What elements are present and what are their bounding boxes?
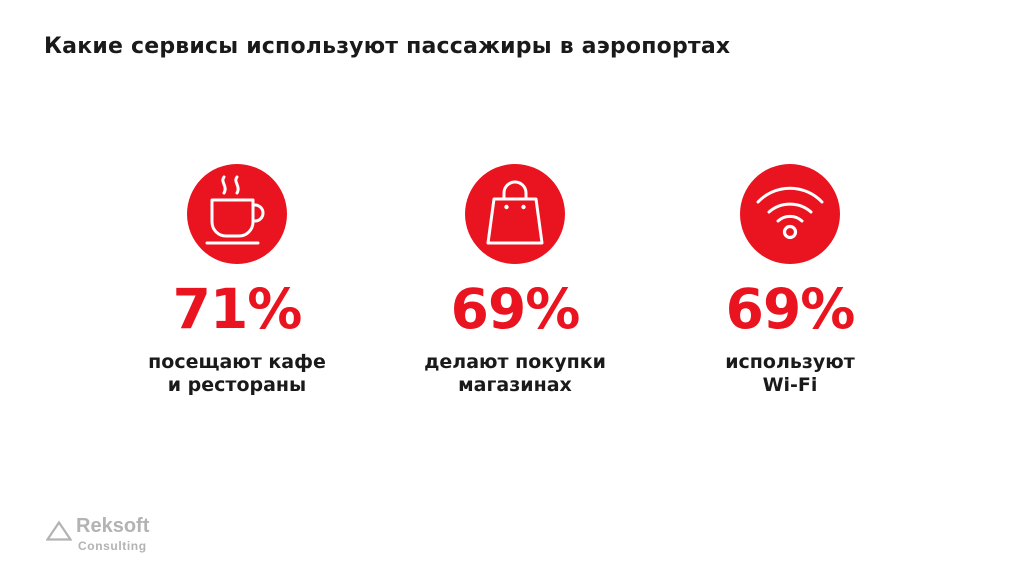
reksoft-logo: Reksoft Consulting [46,516,149,553]
logo-brand: Reksoft [76,515,150,537]
stat-value-wifi: 69% [725,277,856,341]
logo-text: Reksoft Consulting [76,516,149,553]
reksoft-triangle-icon [46,520,72,541]
stat-label-cafe-line1: посещают кафе [148,351,326,373]
stat-label-wifi-line1: используют [725,351,855,373]
logo-subtitle: Consulting [78,539,147,553]
stat-label-shopping: делают покупки магазинах [375,351,655,397]
stat-card-wifi: 69% используют Wi-Fi [650,164,930,397]
shopping-bag-icon [465,164,565,264]
page-title: Какие сервисы используют пассажиры в аэр… [44,34,731,59]
stat-label-shopping-line1: делают покупки [424,351,606,373]
stat-value-cafe: 71% [172,277,303,341]
stat-card-shopping: 69% делают покупки магазинах [375,164,655,397]
wifi-icon [740,164,840,264]
stats-row: 71% посещают кафе и рестораны 69% делают… [0,164,1024,424]
stat-label-wifi-line2: Wi-Fi [762,373,818,396]
stat-card-cafe: 71% посещают кафе и рестораны [97,164,377,397]
stat-label-cafe-line2: и рестораны [167,373,307,396]
coffee-cup-icon [187,164,287,264]
stat-label-cafe: посещают кафе и рестораны [97,351,377,397]
stat-value-shopping: 69% [450,277,581,341]
stat-label-shopping-line2: магазинах [458,373,572,396]
stat-label-wifi: используют Wi-Fi [650,351,930,397]
